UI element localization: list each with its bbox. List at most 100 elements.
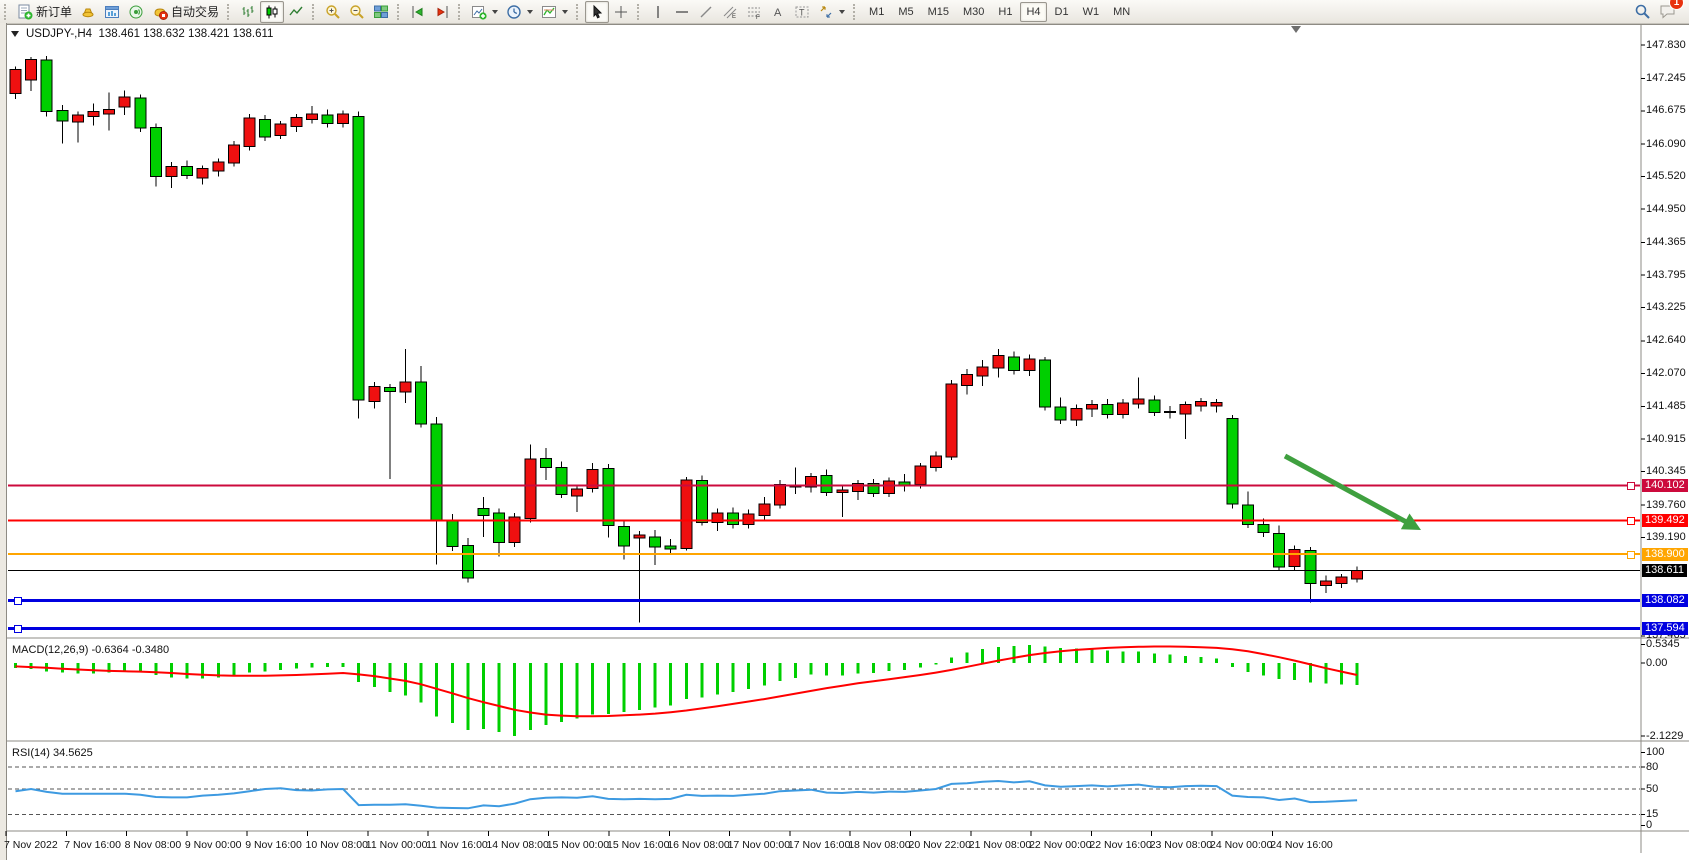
toolbar-grip[interactable] bbox=[312, 3, 317, 20]
notifications-button[interactable]: 1 bbox=[1655, 0, 1684, 23]
candle-body bbox=[165, 165, 178, 178]
line-chart-button[interactable] bbox=[284, 1, 308, 23]
candle-body bbox=[446, 520, 459, 548]
macd-histogram-bar bbox=[1199, 657, 1203, 663]
price-tick-label: 146.090 bbox=[1646, 137, 1686, 150]
hline-price-flag: 137.594 bbox=[1642, 622, 1688, 635]
timeframe-button-h4[interactable]: H4 bbox=[1020, 1, 1047, 22]
signals-button[interactable] bbox=[124, 1, 148, 23]
bar-chart-button[interactable] bbox=[236, 1, 260, 23]
new-order-button[interactable]: 新订单 bbox=[13, 1, 76, 23]
hline-handle[interactable] bbox=[1627, 482, 1635, 490]
one-click-trading-toggle[interactable] bbox=[11, 31, 19, 37]
hline-handle[interactable] bbox=[1627, 550, 1635, 559]
candle-body bbox=[571, 488, 584, 497]
macd-histogram-bar bbox=[684, 663, 688, 700]
search-button[interactable] bbox=[1630, 1, 1655, 23]
gold-button[interactable] bbox=[76, 1, 100, 23]
timeframe-button-m15[interactable]: M15 bbox=[927, 5, 949, 18]
indicators-button[interactable] bbox=[467, 1, 502, 23]
candlestick-chart-button[interactable] bbox=[260, 0, 285, 23]
zoom-in-button[interactable] bbox=[321, 1, 345, 23]
macd-histogram-bar bbox=[1043, 646, 1047, 663]
macd-histogram-bar bbox=[1106, 650, 1109, 663]
toolbar-grip[interactable] bbox=[397, 3, 402, 20]
timeframe-button-h1[interactable]: H1 bbox=[998, 5, 1013, 18]
rsi-axis-label: 15 bbox=[1646, 808, 1659, 820]
candle-body bbox=[617, 526, 630, 547]
rsi-indicator-label: RSI(14) 34.5625 bbox=[12, 747, 93, 759]
hline-handle[interactable] bbox=[14, 625, 22, 633]
fibonacci-button[interactable]: F bbox=[742, 1, 766, 23]
tile-windows-button[interactable] bbox=[369, 1, 393, 23]
candle-body bbox=[961, 373, 974, 386]
trend-arrow-annotation[interactable] bbox=[1283, 453, 1414, 528]
candle-body bbox=[929, 455, 942, 468]
chart-shift-button[interactable] bbox=[406, 1, 430, 23]
toolbar-grip[interactable] bbox=[4, 3, 9, 20]
crosshair-button[interactable] bbox=[609, 1, 633, 23]
macd-histogram-bar bbox=[1012, 645, 1016, 663]
candle-body bbox=[945, 383, 958, 458]
price-tick-label: 139.190 bbox=[1646, 531, 1686, 543]
timeframe-button-m30[interactable]: M30 bbox=[963, 5, 985, 18]
time-axis-label: 23 Nov 08:00 bbox=[1149, 839, 1213, 851]
macd-histogram-bar bbox=[778, 663, 782, 681]
periods-button[interactable] bbox=[502, 1, 537, 23]
time-axis-label: 11 Nov 00:00 bbox=[365, 839, 428, 851]
toolbar-grip[interactable] bbox=[576, 3, 581, 20]
time-axis-label: 17 Nov 16:00 bbox=[787, 839, 851, 851]
candle-body bbox=[493, 512, 506, 544]
candle-body bbox=[25, 58, 38, 81]
hline-handle[interactable] bbox=[14, 597, 22, 606]
hline-handle[interactable] bbox=[1627, 516, 1635, 525]
candle-body bbox=[383, 387, 396, 393]
candle-body bbox=[742, 513, 755, 525]
toolbar-grip[interactable] bbox=[227, 3, 232, 20]
candle-body bbox=[836, 489, 849, 493]
trendline-button[interactable] bbox=[694, 1, 718, 23]
macd-histogram-bar bbox=[76, 663, 80, 674]
macd-histogram-bar bbox=[653, 663, 657, 708]
candle-body bbox=[9, 69, 22, 94]
text-icon: A bbox=[774, 7, 782, 19]
timeframe-button-w1[interactable]: W1 bbox=[1082, 5, 1100, 18]
timeframe-button-mn[interactable]: MN bbox=[1113, 5, 1131, 18]
macd-histogram-bar bbox=[872, 663, 875, 673]
text-label-button[interactable]: T bbox=[790, 1, 814, 23]
macd-histogram-bar bbox=[544, 663, 548, 725]
horizontal-line-button[interactable] bbox=[670, 1, 694, 23]
macd-histogram-bar bbox=[731, 663, 735, 693]
auto-scroll-button[interactable] bbox=[430, 1, 454, 23]
macd-axis-label: 0.00 bbox=[1646, 656, 1668, 669]
candle-body bbox=[1210, 401, 1223, 407]
channel-button[interactable]: E bbox=[718, 1, 742, 23]
timeframe-button-m1[interactable]: M1 bbox=[869, 5, 885, 18]
price-tick-label: 140.345 bbox=[1646, 465, 1686, 478]
candle-body bbox=[1226, 417, 1239, 505]
timeframe-button-m5[interactable]: M5 bbox=[898, 5, 914, 18]
cursor-button[interactable] bbox=[585, 0, 610, 23]
timeframe-button-d1[interactable]: D1 bbox=[1054, 5, 1069, 18]
auto-trading-button[interactable]: 自动交易 bbox=[148, 1, 223, 23]
chart-ohlc-values: 138.461 138.632 138.421 138.611 bbox=[98, 28, 274, 40]
macd-histogram-bar bbox=[840, 663, 844, 676]
arrows-button[interactable] bbox=[814, 1, 849, 23]
toolbar-grip[interactable] bbox=[637, 3, 642, 20]
chart-shift-marker[interactable] bbox=[1291, 26, 1301, 33]
toolbar-grip[interactable] bbox=[458, 3, 463, 20]
candle-body bbox=[1007, 356, 1020, 371]
templates-button[interactable] bbox=[537, 1, 572, 23]
candle-body bbox=[149, 127, 162, 178]
vertical-line-icon bbox=[657, 5, 659, 18]
data-window-button[interactable] bbox=[100, 1, 124, 23]
macd-histogram-bar bbox=[232, 663, 236, 676]
text-button[interactable]: A bbox=[766, 1, 790, 23]
vertical-line-button[interactable] bbox=[646, 1, 670, 23]
trend-arrow-head bbox=[1400, 513, 1421, 530]
zoom-out-button[interactable] bbox=[345, 1, 369, 23]
candle-body bbox=[1273, 532, 1286, 568]
toolbar-grip[interactable] bbox=[853, 3, 858, 20]
time-axis-label: 14 Nov 08:00 bbox=[486, 839, 549, 851]
macd-histogram-bar bbox=[1340, 663, 1343, 685]
